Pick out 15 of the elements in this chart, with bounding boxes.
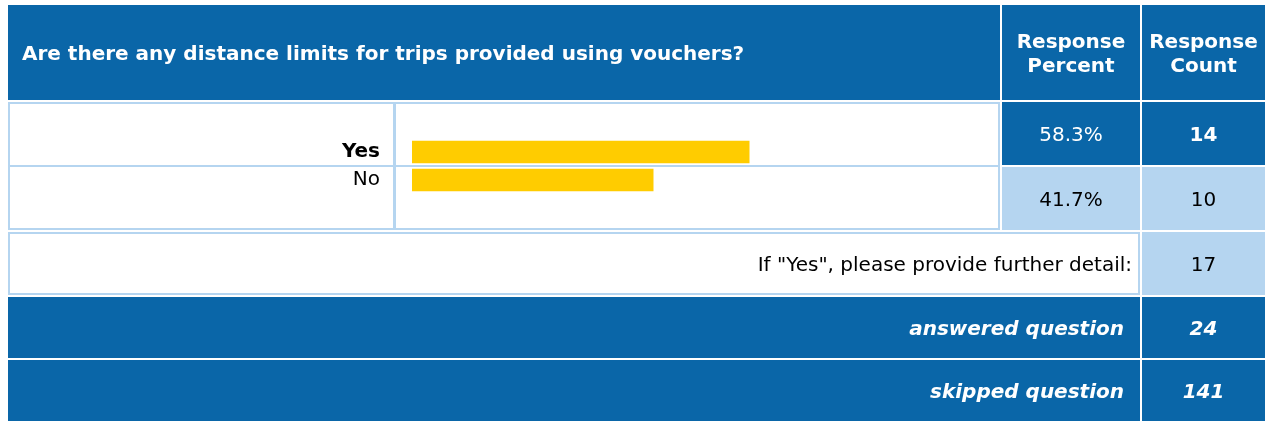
text: 24 — [1142, 297, 1265, 358]
y-tick-label: No — [352, 166, 380, 191]
data-label: 41.7% — [1002, 167, 1140, 230]
text: 10 — [1142, 167, 1265, 230]
text: answered question — [8, 297, 1140, 358]
text: Response Count — [1142, 5, 1265, 100]
text: 17 — [1142, 232, 1265, 295]
text: If "Yes", please provide further detail: — [756, 250, 1132, 278]
chart-title: Are there any distance limits for trips provided using vouchers? — [8, 5, 1000, 100]
y-tick-label: Yes — [340, 138, 380, 163]
data-label: 58.3% — [1002, 102, 1140, 165]
text: 14 — [1142, 102, 1265, 165]
text: 141 — [1142, 360, 1265, 421]
text: Response Percent — [1002, 5, 1140, 100]
text: skipped question — [8, 360, 1140, 421]
